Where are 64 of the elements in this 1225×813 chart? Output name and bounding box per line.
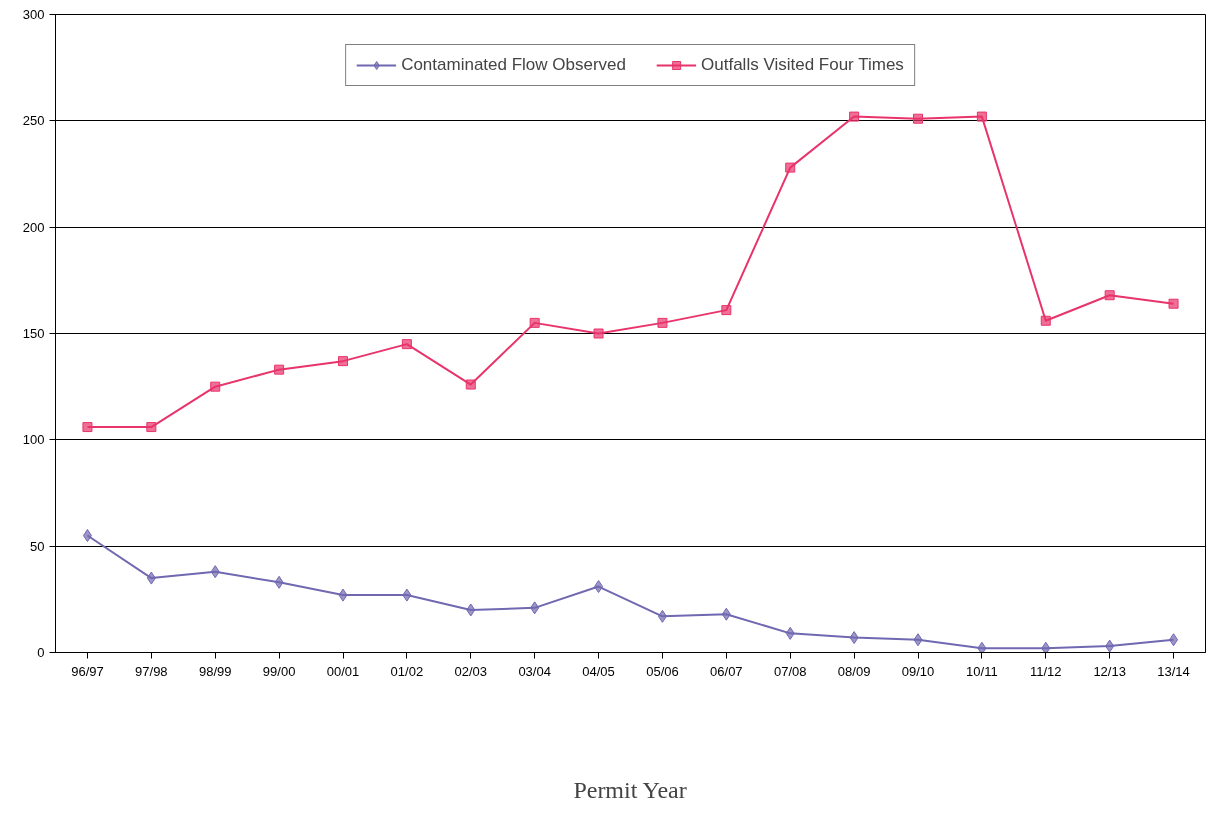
point	[402, 588, 412, 602]
point	[849, 111, 860, 122]
x-tick-label: 11/12	[1029, 663, 1062, 679]
x-tick-label: 02/03	[454, 663, 488, 679]
point	[1040, 315, 1051, 326]
x-tick-label: 99/00	[262, 663, 296, 679]
point	[594, 580, 604, 594]
point	[274, 575, 284, 589]
point	[913, 633, 923, 647]
point	[593, 328, 604, 339]
x-tick-label: 00/01	[326, 663, 360, 679]
point	[976, 111, 987, 122]
point	[1168, 298, 1179, 309]
x-tick-label: 04/05	[582, 663, 615, 679]
x-tick-label: 07/08	[773, 663, 807, 679]
y-tick-label: 0	[37, 645, 45, 660]
x-axis-title: Permit Year	[573, 776, 687, 803]
x-tick-label: 98/99	[198, 663, 232, 679]
x-tick-label: 08/09	[837, 663, 871, 679]
x-tick-label: 12/13	[1093, 663, 1126, 679]
point	[146, 422, 157, 433]
point	[401, 339, 412, 350]
point	[785, 626, 795, 640]
y-tick-label: 50	[30, 538, 45, 554]
x-tick-label: 10/11	[966, 663, 998, 679]
point	[657, 609, 667, 623]
legend-label: Contaminated Flow Observed	[401, 55, 627, 75]
point	[721, 607, 731, 621]
point	[146, 571, 156, 585]
point	[465, 379, 476, 390]
point	[1105, 639, 1115, 653]
point	[977, 641, 987, 653]
legend-label: Outfalls Visited Four Times	[701, 55, 904, 75]
x-tick-label: 06/07	[710, 663, 743, 679]
x-tick-label: 09/10	[901, 663, 935, 679]
point	[338, 588, 348, 602]
x-tick-label: 96/97	[71, 663, 104, 679]
point	[785, 162, 796, 173]
point	[338, 356, 348, 367]
y-tick-label: 200	[22, 219, 45, 235]
point	[913, 113, 923, 124]
y-tick-label: 250	[22, 113, 45, 129]
x-tick-label: 05/06	[646, 663, 679, 679]
x-tick-label: 13/14	[1157, 663, 1190, 679]
point	[657, 317, 668, 328]
point	[466, 603, 476, 617]
x-tick-label: 03/04	[518, 663, 551, 679]
point	[849, 631, 859, 645]
point	[1041, 641, 1051, 653]
point	[82, 422, 93, 433]
point	[82, 529, 92, 543]
point	[530, 601, 540, 615]
y-tick-label: 300	[22, 7, 45, 22]
point	[210, 381, 221, 392]
x-tick-label: 01/02	[390, 663, 424, 679]
point	[274, 364, 285, 375]
point	[210, 565, 220, 579]
point	[1104, 290, 1115, 301]
x-tick-label: 97/98	[135, 663, 168, 679]
y-tick-label: 100	[22, 432, 45, 448]
point	[721, 305, 732, 316]
point	[1169, 633, 1179, 647]
y-tick-label: 150	[22, 326, 45, 341]
point	[529, 317, 540, 328]
